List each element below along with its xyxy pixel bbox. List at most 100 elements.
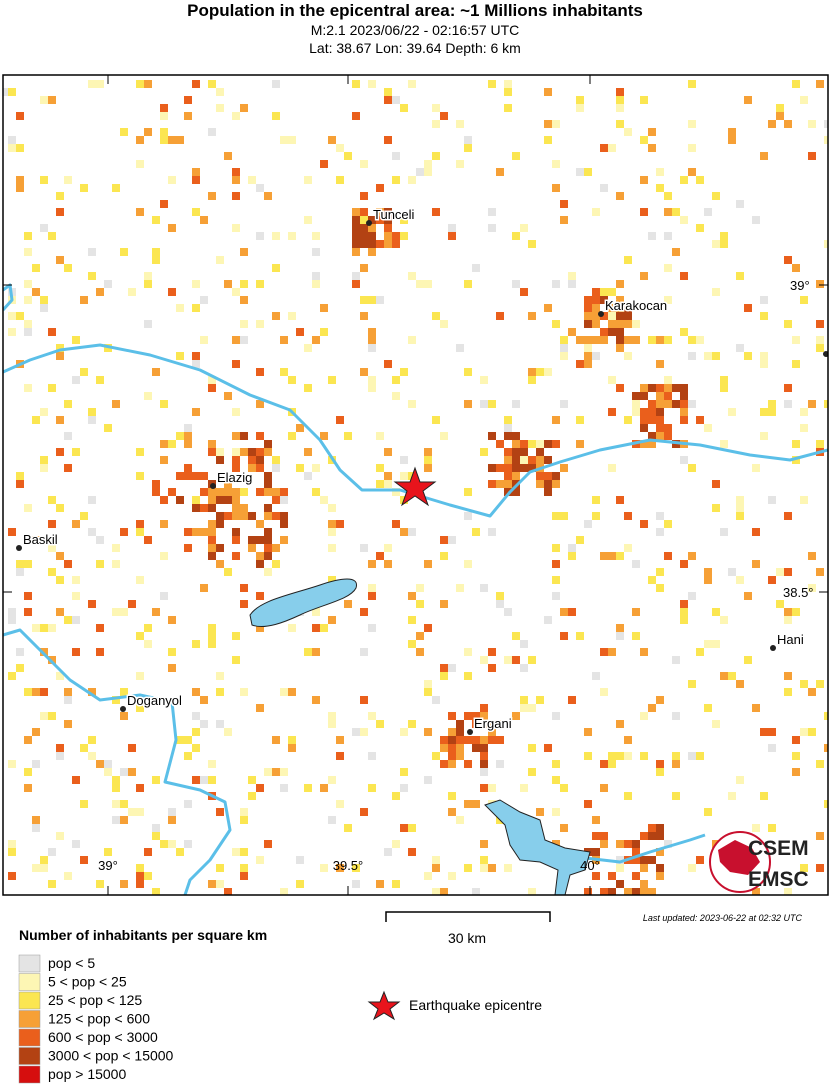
population-cell — [448, 664, 456, 672]
population-cell — [792, 440, 800, 448]
population-cell — [672, 792, 680, 800]
population-cell — [320, 496, 328, 504]
population-cell — [704, 640, 712, 648]
population-cell — [280, 488, 288, 496]
population-cell — [264, 512, 272, 520]
population-cell — [200, 336, 208, 344]
population-cell — [224, 488, 232, 496]
population-cell — [48, 96, 56, 104]
population-cell — [504, 456, 512, 464]
population-cell — [360, 192, 368, 200]
population-cell — [32, 688, 40, 696]
location: Lat: 38.67 Lon: 39.64 Depth: 6 km — [309, 40, 521, 56]
population-cell — [752, 704, 760, 712]
population-cell — [584, 296, 592, 304]
population-cell — [496, 720, 504, 728]
population-cell — [160, 456, 168, 464]
population-cell — [64, 696, 72, 704]
population-cell — [384, 544, 392, 552]
population-cell — [648, 576, 656, 584]
population-cell — [464, 144, 472, 152]
population-cell — [480, 720, 488, 728]
population-cell — [512, 152, 520, 160]
population-cell — [16, 112, 24, 120]
population-cell — [376, 552, 384, 560]
lake — [249, 578, 357, 628]
population-cell — [512, 232, 520, 240]
population-cell — [192, 208, 200, 216]
population-cell — [296, 424, 304, 432]
population-cell — [376, 480, 384, 488]
population-cell — [512, 488, 520, 496]
population-cell — [544, 480, 552, 488]
population-cell — [408, 272, 416, 280]
population-cell — [728, 128, 736, 136]
population-cell — [656, 864, 664, 872]
population-cell — [288, 232, 296, 240]
population-cell — [200, 528, 208, 536]
population-cell — [624, 320, 632, 328]
population-cell — [784, 512, 792, 520]
population-cell — [360, 808, 368, 816]
population-cell — [24, 768, 32, 776]
population-cell — [616, 312, 624, 320]
population-cell — [376, 432, 384, 440]
population-cell — [48, 520, 56, 528]
population-cell — [88, 416, 96, 424]
population-cell — [824, 800, 828, 808]
population-cell — [184, 752, 192, 760]
population-cell — [336, 800, 344, 808]
population-cell — [408, 640, 416, 648]
population-cell — [656, 768, 664, 776]
population-cell — [600, 784, 608, 792]
population-cell — [608, 888, 616, 895]
lat-label: 39° — [790, 278, 810, 293]
population-cell — [624, 736, 632, 744]
population-cell — [696, 416, 704, 424]
population-cell — [528, 456, 536, 464]
population-cell — [264, 472, 272, 480]
population-cell — [824, 744, 828, 752]
population-cell — [616, 624, 624, 632]
population-cell — [96, 760, 104, 768]
population-cell — [304, 344, 312, 352]
population-cell — [64, 176, 72, 184]
population-cell — [752, 888, 760, 895]
population-cell — [232, 176, 240, 184]
population-cell — [688, 592, 696, 600]
population-cell — [184, 424, 192, 432]
population-cell — [208, 448, 216, 456]
population-cell — [88, 408, 96, 416]
population-cell — [376, 464, 384, 472]
population-cell — [616, 632, 624, 640]
population-cell — [112, 784, 120, 792]
population-cell — [56, 208, 64, 216]
population-cell — [704, 576, 712, 584]
population-cell — [744, 304, 752, 312]
population-cell — [88, 80, 96, 88]
population-cell — [160, 128, 168, 136]
population-cell — [96, 560, 104, 568]
legend-epicentre-symbol — [367, 990, 401, 1021]
population-cell — [160, 440, 168, 448]
population-cell — [64, 432, 72, 440]
population-cell — [736, 504, 744, 512]
population-cell — [152, 824, 160, 832]
population-cell — [808, 688, 816, 696]
population-cell — [600, 184, 608, 192]
population-cell — [16, 568, 24, 576]
population-cell — [432, 864, 440, 872]
map: Tunceli Karakocan Elazig Baskil Doganyol Erga… — [3, 75, 828, 895]
population-cell — [248, 776, 256, 784]
population-cell — [216, 448, 224, 456]
population-cell — [344, 600, 352, 608]
population-cell — [8, 616, 16, 624]
population-cell — [56, 504, 64, 512]
population-cell — [808, 120, 816, 128]
last-updated: Last updated: 2023-06-22 at 02:32 UTC — [643, 913, 803, 923]
population-cell — [160, 840, 168, 848]
population-cell — [368, 296, 376, 304]
population-cell — [352, 232, 360, 240]
population-cell — [712, 352, 720, 360]
population-cell — [784, 120, 792, 128]
